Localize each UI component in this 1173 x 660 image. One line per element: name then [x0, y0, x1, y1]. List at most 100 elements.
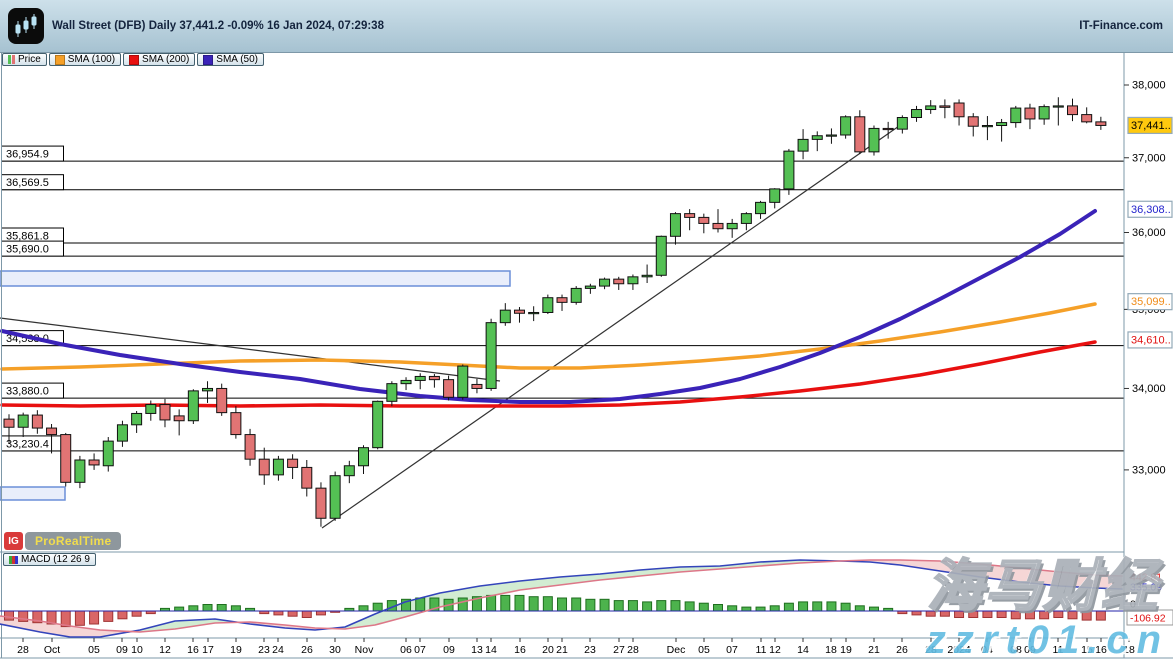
- candle[interactable]: [471, 383, 483, 389]
- candle[interactable]: [570, 287, 582, 303]
- candle[interactable]: [967, 116, 979, 127]
- candle[interactable]: [301, 466, 313, 489]
- candle[interactable]: [17, 414, 29, 428]
- x-axis-label: 28: [925, 644, 937, 656]
- candle[interactable]: [825, 134, 837, 137]
- legend-sma100-button[interactable]: SMA (100): [48, 53, 122, 66]
- candle[interactable]: [1038, 106, 1050, 120]
- candle[interactable]: [584, 285, 596, 289]
- candle[interactable]: [981, 125, 993, 128]
- candle[interactable]: [88, 459, 100, 466]
- candle[interactable]: [499, 309, 511, 324]
- macd-indicator-button[interactable]: MACD (12 26 9: [3, 553, 96, 566]
- candle[interactable]: [868, 127, 880, 153]
- candle[interactable]: [187, 390, 199, 422]
- sma50-line[interactable]: [0, 209, 1097, 404]
- ig-logo[interactable]: IG: [4, 532, 23, 550]
- candle[interactable]: [315, 487, 327, 519]
- candle[interactable]: [1095, 121, 1107, 126]
- legend-sma200-button[interactable]: SMA (200): [123, 53, 196, 66]
- trend-line[interactable]: [0, 317, 501, 382]
- legend-sma50-button[interactable]: SMA (50): [197, 53, 264, 66]
- candle[interactable]: [272, 458, 284, 476]
- legend-price-button[interactable]: Price: [2, 53, 47, 66]
- selection-zone[interactable]: [0, 486, 66, 501]
- candle[interactable]: [698, 216, 710, 224]
- candle[interactable]: [3, 418, 15, 428]
- trend-line[interactable]: [321, 123, 903, 529]
- candle[interactable]: [131, 412, 143, 426]
- candle[interactable]: [1010, 107, 1022, 124]
- candle[interactable]: [996, 122, 1008, 127]
- candle[interactable]: [31, 414, 43, 429]
- macd-line[interactable]: [0, 559, 1123, 638]
- macd-value-box: [1126, 609, 1173, 626]
- candle[interactable]: [925, 105, 937, 111]
- candle[interactable]: [556, 297, 568, 303]
- candle[interactable]: [1081, 114, 1093, 123]
- candle[interactable]: [712, 222, 724, 230]
- candle[interactable]: [159, 404, 171, 421]
- candle[interactable]: [343, 465, 355, 477]
- candle[interactable]: [896, 117, 908, 130]
- candle[interactable]: [1067, 105, 1078, 116]
- candle[interactable]: [513, 309, 525, 314]
- x-axis-label: 19: [230, 644, 242, 656]
- candle[interactable]: [244, 434, 256, 460]
- candle[interactable]: [414, 375, 426, 381]
- candle[interactable]: [358, 447, 369, 467]
- candle[interactable]: [740, 213, 752, 224]
- candle[interactable]: [60, 434, 72, 483]
- candle[interactable]: [443, 379, 455, 398]
- macd-histogram-bar: [514, 594, 525, 612]
- candle[interactable]: [173, 415, 185, 422]
- candle[interactable]: [400, 379, 412, 385]
- candle[interactable]: [953, 102, 965, 118]
- candle[interactable]: [939, 105, 951, 108]
- candle[interactable]: [1052, 105, 1064, 108]
- candle[interactable]: [911, 109, 923, 119]
- candle[interactable]: [684, 213, 696, 218]
- candle[interactable]: [854, 116, 866, 153]
- candle[interactable]: [202, 387, 214, 392]
- candle[interactable]: [116, 424, 128, 442]
- candle[interactable]: [145, 404, 157, 414]
- candle[interactable]: [542, 297, 554, 313]
- sma200-line[interactable]: [0, 340, 1097, 408]
- candle[interactable]: [258, 458, 270, 476]
- candle[interactable]: [726, 222, 738, 230]
- candle[interactable]: [840, 116, 852, 136]
- candle[interactable]: [811, 135, 823, 140]
- candle[interactable]: [769, 188, 781, 203]
- candle[interactable]: [627, 276, 639, 285]
- sma100-line[interactable]: [0, 302, 1097, 371]
- candle[interactable]: [372, 400, 384, 449]
- prorealtime-button[interactable]: ProRealTime: [25, 532, 122, 550]
- candle[interactable]: [797, 138, 809, 152]
- candle[interactable]: [216, 387, 228, 414]
- candle[interactable]: [428, 375, 440, 381]
- candle[interactable]: [287, 458, 299, 468]
- provider-link[interactable]: IT-Finance.com: [1079, 20, 1163, 32]
- candle[interactable]: [528, 311, 540, 315]
- candle[interactable]: [613, 278, 625, 285]
- candle[interactable]: [655, 235, 667, 276]
- candle[interactable]: [329, 475, 341, 519]
- candle[interactable]: [641, 274, 653, 278]
- candle[interactable]: [783, 150, 795, 190]
- candle[interactable]: [485, 322, 497, 389]
- candle[interactable]: [230, 412, 242, 436]
- candle[interactable]: [1024, 107, 1036, 120]
- selection-zone[interactable]: [0, 270, 511, 287]
- candle[interactable]: [102, 440, 114, 467]
- candle[interactable]: [669, 213, 681, 237]
- macd-signal-line[interactable]: [0, 559, 1123, 633]
- candle[interactable]: [74, 459, 86, 483]
- candle[interactable]: [386, 383, 398, 402]
- candle[interactable]: [46, 427, 58, 436]
- candle[interactable]: [599, 278, 611, 287]
- candle[interactable]: [755, 201, 767, 215]
- candle[interactable]: [457, 365, 469, 398]
- candle[interactable]: [882, 127, 894, 131]
